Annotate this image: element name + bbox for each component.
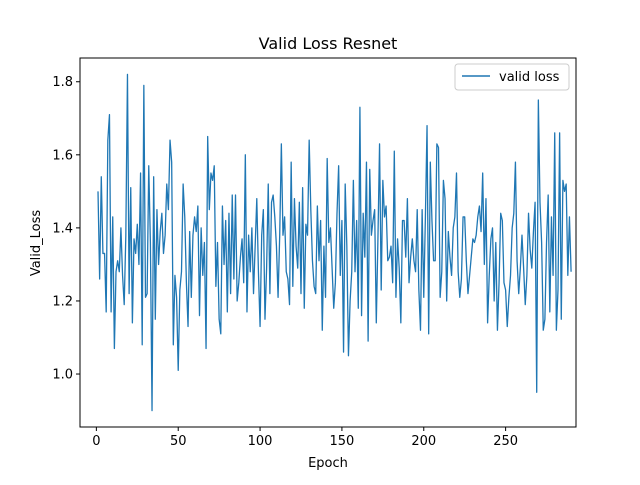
y-axis-label: Valid_Loss (29, 210, 44, 277)
x-axis-ticks: 0 50 100 150 200 250 (92, 427, 518, 449)
legend-box (454, 63, 570, 91)
x-tick-label: 150 (330, 434, 355, 449)
y-tick-label: 1.8 (52, 75, 73, 90)
x-axis-label: Epoch (308, 456, 348, 471)
y-tick-label: 1.4 (52, 221, 73, 236)
chart-title: Valid Loss Resnet (259, 34, 398, 53)
series-line-valid-loss (97, 73, 572, 412)
legend-label-valid-loss: valid loss (499, 70, 560, 85)
y-tick-label: 1.2 (52, 294, 73, 309)
plot-frame (79, 57, 577, 428)
series-layer (97, 73, 572, 412)
y-axis-ticks: 1.0 1.2 1.4 1.6 1.8 (52, 75, 80, 383)
x-tick-label: 200 (411, 434, 436, 449)
y-tick-label: 1.6 (52, 148, 73, 163)
x-tick-label: 50 (170, 434, 187, 449)
legend: valid loss (454, 63, 570, 91)
x-tick-label: 100 (248, 434, 273, 449)
x-tick-label: 250 (493, 434, 518, 449)
x-tick-label: 0 (92, 434, 100, 449)
y-tick-label: 1.0 (52, 368, 73, 383)
